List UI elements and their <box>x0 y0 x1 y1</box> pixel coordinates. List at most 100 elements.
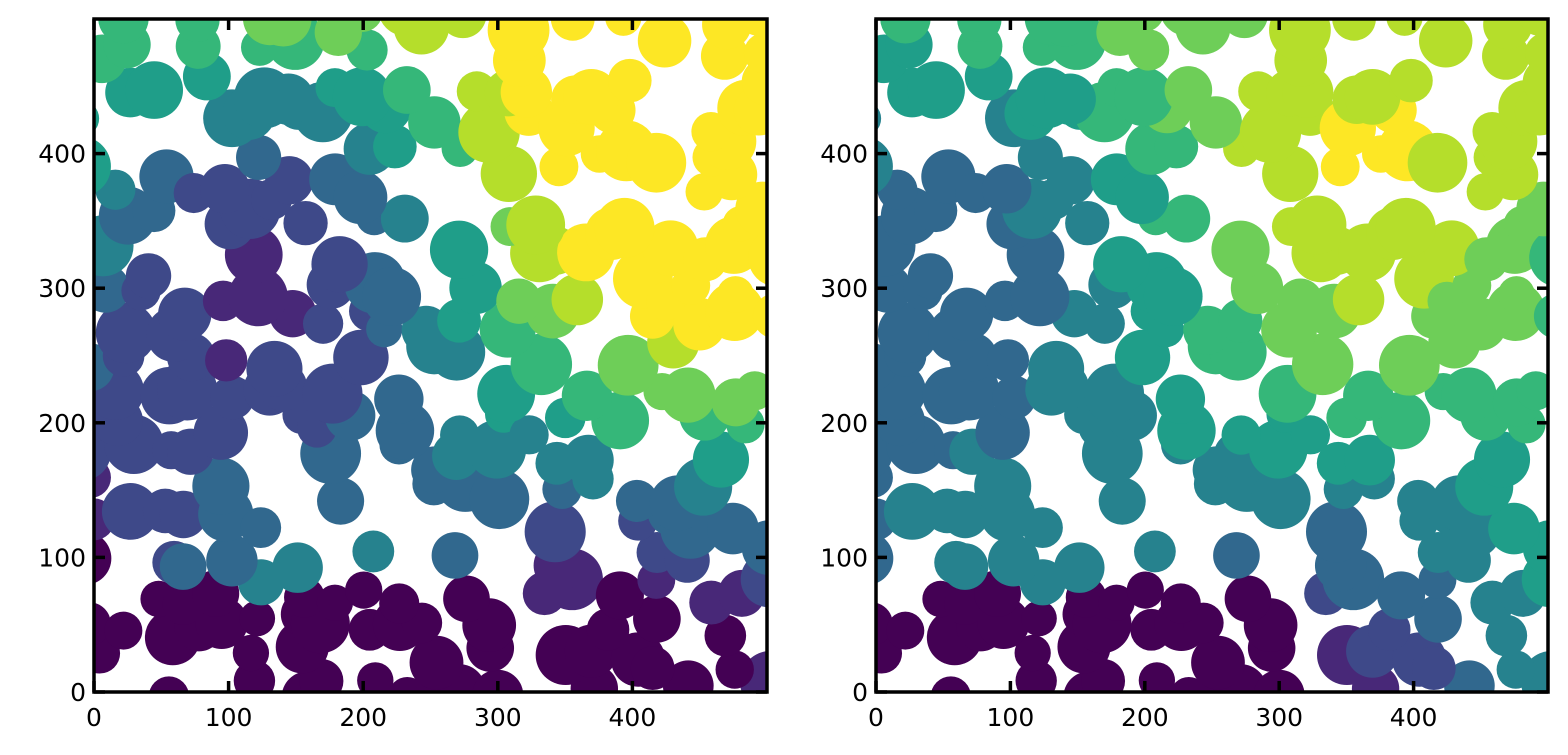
blob <box>735 371 767 411</box>
y-tick-label: 0 <box>70 678 86 707</box>
blob <box>159 543 207 590</box>
blob <box>1483 19 1533 50</box>
blob <box>752 295 767 337</box>
blob <box>159 490 208 539</box>
blob <box>431 532 479 579</box>
blob <box>561 370 613 421</box>
y-tick-label: 300 <box>38 274 86 303</box>
blob <box>1239 101 1302 163</box>
blob <box>1332 273 1385 326</box>
blob <box>1277 278 1323 324</box>
blob <box>1397 479 1440 522</box>
blob <box>1138 662 1176 692</box>
blob <box>1305 501 1368 563</box>
blob <box>1114 67 1174 127</box>
blob <box>333 170 388 225</box>
blob <box>316 584 354 621</box>
blob <box>1189 96 1242 149</box>
blob <box>175 19 220 43</box>
blob <box>496 278 542 324</box>
blob <box>1098 477 1146 525</box>
blob <box>1473 431 1531 488</box>
blob <box>1344 68 1401 125</box>
blob <box>1221 19 1268 39</box>
x-tick-label: 200 <box>339 703 387 732</box>
blob <box>1377 571 1426 620</box>
blob <box>662 660 714 692</box>
blob <box>563 434 614 486</box>
blob <box>1017 134 1063 180</box>
y-tick-label: 100 <box>38 543 86 572</box>
blob <box>1115 170 1169 225</box>
blob <box>1010 266 1070 327</box>
y-tick-label: 0 <box>852 678 868 707</box>
blob <box>883 483 941 540</box>
blob <box>597 334 659 396</box>
blob <box>707 502 759 555</box>
x-tick-label: 400 <box>1390 703 1438 732</box>
y-tick-label: 200 <box>38 409 86 438</box>
blob <box>1014 634 1051 672</box>
blob <box>357 662 394 692</box>
blob <box>362 266 422 326</box>
blob <box>1162 194 1211 243</box>
x-tick-label: 100 <box>987 703 1035 732</box>
y-tick-label: 400 <box>38 140 86 169</box>
blob <box>715 650 754 689</box>
blob <box>1253 669 1305 692</box>
blob <box>1143 266 1203 326</box>
blob <box>551 273 604 326</box>
blob <box>125 61 184 119</box>
blob <box>550 19 595 41</box>
blob <box>595 571 644 620</box>
blob <box>1414 595 1462 643</box>
blob <box>1221 415 1261 455</box>
image <box>876 19 1548 692</box>
blob <box>239 600 276 637</box>
blob <box>1065 200 1110 246</box>
blob <box>886 611 925 650</box>
blob <box>1389 58 1433 103</box>
blob <box>317 477 365 525</box>
blob <box>509 415 549 455</box>
x-tick-label: 0 <box>86 703 102 732</box>
blob <box>1533 295 1548 337</box>
blob <box>1518 19 1548 37</box>
blob <box>1488 502 1540 555</box>
blob <box>1084 303 1125 344</box>
blob <box>1022 507 1063 548</box>
blob <box>704 614 747 657</box>
blob <box>608 58 652 103</box>
x-tick-label: 300 <box>474 703 522 732</box>
blob <box>1126 571 1164 609</box>
blob <box>692 431 750 488</box>
blob <box>228 266 288 327</box>
blob <box>1213 532 1260 579</box>
blob <box>1211 220 1270 279</box>
x-tick-label: 300 <box>1255 703 1303 732</box>
blob <box>104 611 143 650</box>
blob <box>487 19 550 62</box>
blob <box>506 195 566 255</box>
blob <box>957 19 1002 43</box>
blob <box>1529 230 1548 285</box>
blob <box>272 542 323 593</box>
blob <box>232 634 270 672</box>
blob <box>1290 415 1331 455</box>
y-tick-label: 400 <box>820 140 868 169</box>
blob <box>876 602 893 646</box>
blob <box>691 111 731 152</box>
blob <box>907 253 954 299</box>
blob <box>246 340 303 397</box>
blob <box>992 375 1036 420</box>
blob <box>941 490 989 539</box>
blob <box>876 264 912 313</box>
blob <box>630 646 675 691</box>
blob <box>1375 197 1436 258</box>
blob <box>101 483 159 540</box>
blob <box>981 164 1032 214</box>
blob <box>633 595 681 643</box>
blob <box>1269 19 1331 62</box>
blob <box>941 543 989 590</box>
